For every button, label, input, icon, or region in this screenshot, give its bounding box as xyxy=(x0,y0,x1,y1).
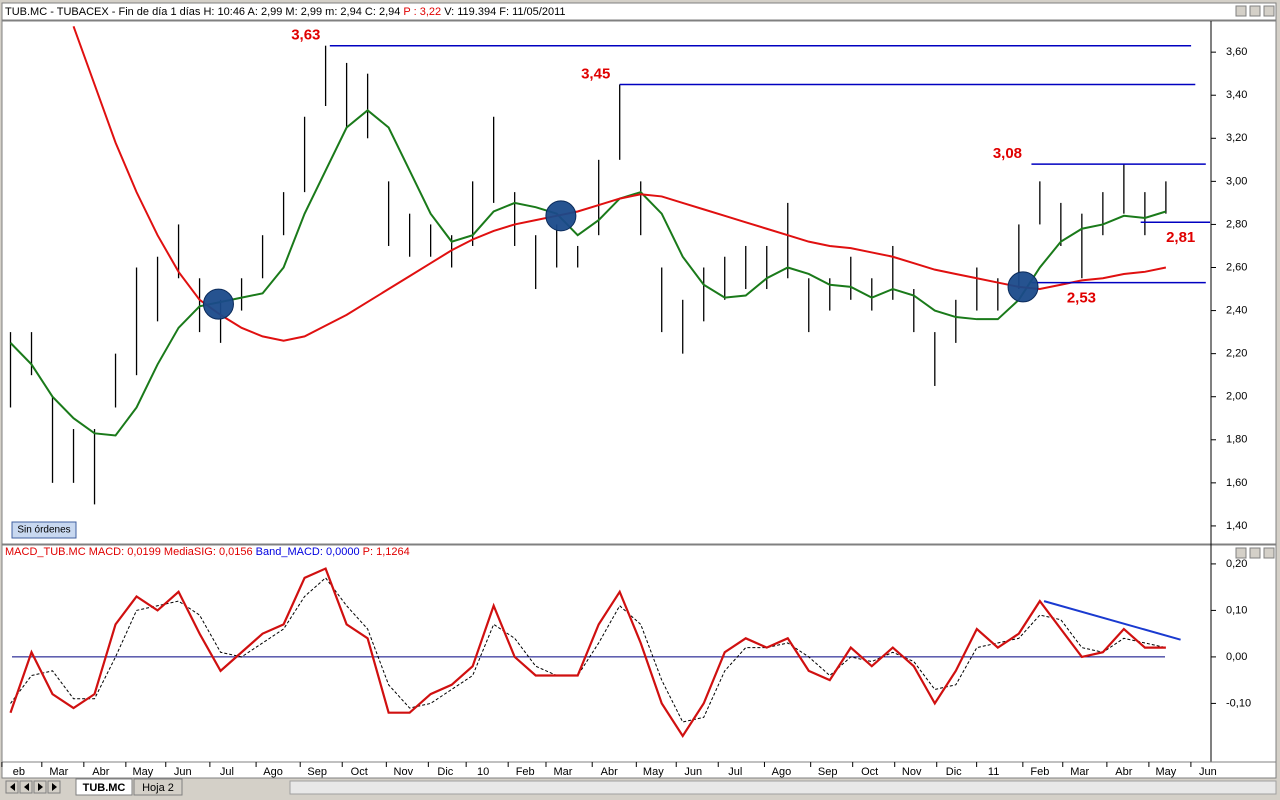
level-label: 2,81 xyxy=(1166,229,1195,246)
y-tick-label: 1,60 xyxy=(1226,477,1247,489)
y-tick-label: 2,60 xyxy=(1226,261,1247,273)
y-tick-label: 1,40 xyxy=(1226,520,1247,532)
tab-label: Hoja 2 xyxy=(142,782,174,794)
y-tick-label: 3,40 xyxy=(1226,89,1247,101)
minimize-button[interactable] xyxy=(1235,5,1247,17)
y-tick-label: 2,00 xyxy=(1226,391,1247,403)
y-tick-label: 3,20 xyxy=(1226,132,1247,144)
level-label: 3,45 xyxy=(581,65,610,82)
tab[interactable] xyxy=(133,778,183,796)
x-tick-label: Dic xyxy=(437,766,453,778)
x-tick-label: Nov xyxy=(902,766,922,778)
y-tick-label: 2,40 xyxy=(1226,304,1247,316)
level-label: 2,53 xyxy=(1067,290,1096,307)
signal-marker xyxy=(1007,271,1039,303)
tab-active[interactable] xyxy=(75,778,133,796)
y-tick-label: 0,10 xyxy=(1226,604,1247,616)
level-label: 3,63 xyxy=(291,27,320,44)
series-line xyxy=(10,577,1166,723)
orders-button-label: Sin órdenes xyxy=(17,525,70,536)
x-tick-label: May xyxy=(1155,766,1176,778)
x-tick-label: 11 xyxy=(988,766,999,778)
tab-arrows xyxy=(10,783,57,791)
x-tick-label: Sep xyxy=(307,766,327,778)
close-button[interactable] xyxy=(1263,5,1275,17)
x-tick-label: Jun xyxy=(684,766,702,778)
x-tick-label: 10 xyxy=(477,766,489,778)
x-tick-label: Abr xyxy=(601,766,618,778)
y-tick-label: 1,80 xyxy=(1226,434,1247,446)
title-bar xyxy=(1,2,1277,21)
maximize-button[interactable] xyxy=(1249,547,1261,559)
x-tick-label: May xyxy=(643,766,664,778)
x-tick-label: Nov xyxy=(394,766,414,778)
header-part: P: 1,1264 xyxy=(363,546,410,558)
x-tick-label: Jul xyxy=(728,766,742,778)
y-tick-label: 0,00 xyxy=(1226,651,1247,663)
x-tick-label: May xyxy=(132,766,153,778)
header-part: Band_MACD: 0,0000 xyxy=(256,546,363,558)
series-line xyxy=(9,567,1166,738)
x-tick-label: eb xyxy=(13,766,25,778)
header-part: TUB.MC - TUBACEX - Fin de día 1 días H: … xyxy=(5,6,403,18)
maximize-button[interactable] xyxy=(1249,5,1261,17)
y-tick-label: 2,20 xyxy=(1226,348,1247,360)
x-tick-label: Jul xyxy=(220,766,234,778)
trend-line xyxy=(1043,600,1181,641)
x-tick-label: Ago xyxy=(263,766,283,778)
x-tick-label: Mar xyxy=(49,766,68,778)
close-button[interactable] xyxy=(1263,547,1275,559)
x-tick-label: Abr xyxy=(92,766,109,778)
level-label: 3,08 xyxy=(993,145,1022,162)
x-tick-label: Oct xyxy=(351,766,368,778)
signal-marker xyxy=(545,200,577,232)
y-tick-label: -0,10 xyxy=(1226,697,1251,709)
orders-button[interactable] xyxy=(11,521,77,539)
y-tick-label: 2,80 xyxy=(1226,218,1247,230)
x-tick-label: Jun xyxy=(1199,766,1217,778)
tab-bar: TUB.MC Hoja 2 xyxy=(2,778,1277,796)
y-tick-label: 0,20 xyxy=(1226,558,1247,570)
window-buttons xyxy=(1235,5,1275,559)
macd-panel xyxy=(1,544,1277,763)
x-tick-label: Ago xyxy=(772,766,792,778)
header-text: TUB.MC - TUBACEX - Fin de día 1 días H: … xyxy=(5,6,566,18)
x-tick-label: Mar xyxy=(1070,766,1089,778)
header-part: MACD_TUB.MC MACD: 0,0199 MediaSIG: 0,015… xyxy=(5,546,256,558)
x-tick-label: Abr xyxy=(1115,766,1132,778)
header-part: V: 119.394 F: 11/05/2011 xyxy=(441,6,565,18)
x-tick-label: Feb xyxy=(1030,766,1049,778)
y-tick-label: 3,60 xyxy=(1226,46,1247,58)
x-tick-label: Dic xyxy=(946,766,962,778)
x-axis-strip xyxy=(1,761,1277,779)
y-tick-label: 3,00 xyxy=(1226,175,1247,187)
x-tick-label: Feb xyxy=(516,766,535,778)
tab-label: TUB.MC xyxy=(83,782,126,794)
signal-marker xyxy=(202,288,234,320)
x-tick-label: Mar xyxy=(554,766,573,778)
header-part: P : 3,22 xyxy=(403,6,441,18)
x-tick-label: Sep xyxy=(818,766,838,778)
x-tick-label: Jun xyxy=(174,766,192,778)
minimize-button[interactable] xyxy=(1235,547,1247,559)
macd-header-text: MACD_TUB.MC MACD: 0,0199 MediaSIG: 0,015… xyxy=(5,546,410,558)
series-line xyxy=(72,25,1167,342)
x-tick-label: Oct xyxy=(861,766,878,778)
scrollbar[interactable] xyxy=(289,780,1277,795)
